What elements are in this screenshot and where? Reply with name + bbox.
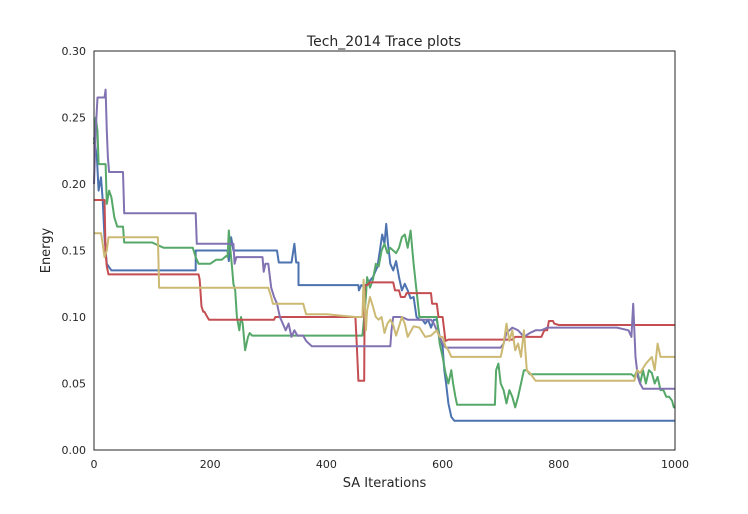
- series-line-4: [93, 88, 675, 390]
- series-layer: [93, 88, 675, 422]
- y-tick-label: 0.00: [62, 444, 87, 457]
- plot-frame: [93, 50, 676, 451]
- x-tick-label: 800: [548, 458, 569, 471]
- x-tick-label: 1000: [661, 458, 689, 471]
- y-tick-label: 0.10: [62, 311, 87, 324]
- chart-title: Tech_2014 Trace plots: [306, 34, 461, 50]
- y-tick-label: 0.25: [62, 112, 87, 125]
- series-line-3: [94, 199, 675, 382]
- y-tick-label: 0.05: [62, 378, 87, 391]
- series-line-1: [93, 137, 675, 422]
- y-axis: 0.00 0.05 0.10 0.15 0.20 0.25 0.30: [62, 45, 87, 457]
- x-tick-label: 400: [316, 458, 337, 471]
- x-axis-label: SA Iterations: [343, 476, 427, 491]
- series-line-2: [93, 116, 675, 409]
- x-axis: 0 200 400 600 800 1000: [91, 458, 690, 471]
- x-tick-label: 600: [432, 458, 453, 471]
- y-tick-label: 0.30: [62, 45, 87, 58]
- x-tick-label: 0: [91, 458, 98, 471]
- y-tick-label: 0.20: [62, 178, 87, 191]
- series-line-5: [94, 232, 675, 382]
- y-axis-label: Energy: [39, 227, 54, 273]
- y-tick-label: 0.15: [62, 245, 87, 258]
- x-tick-label: 200: [200, 458, 221, 471]
